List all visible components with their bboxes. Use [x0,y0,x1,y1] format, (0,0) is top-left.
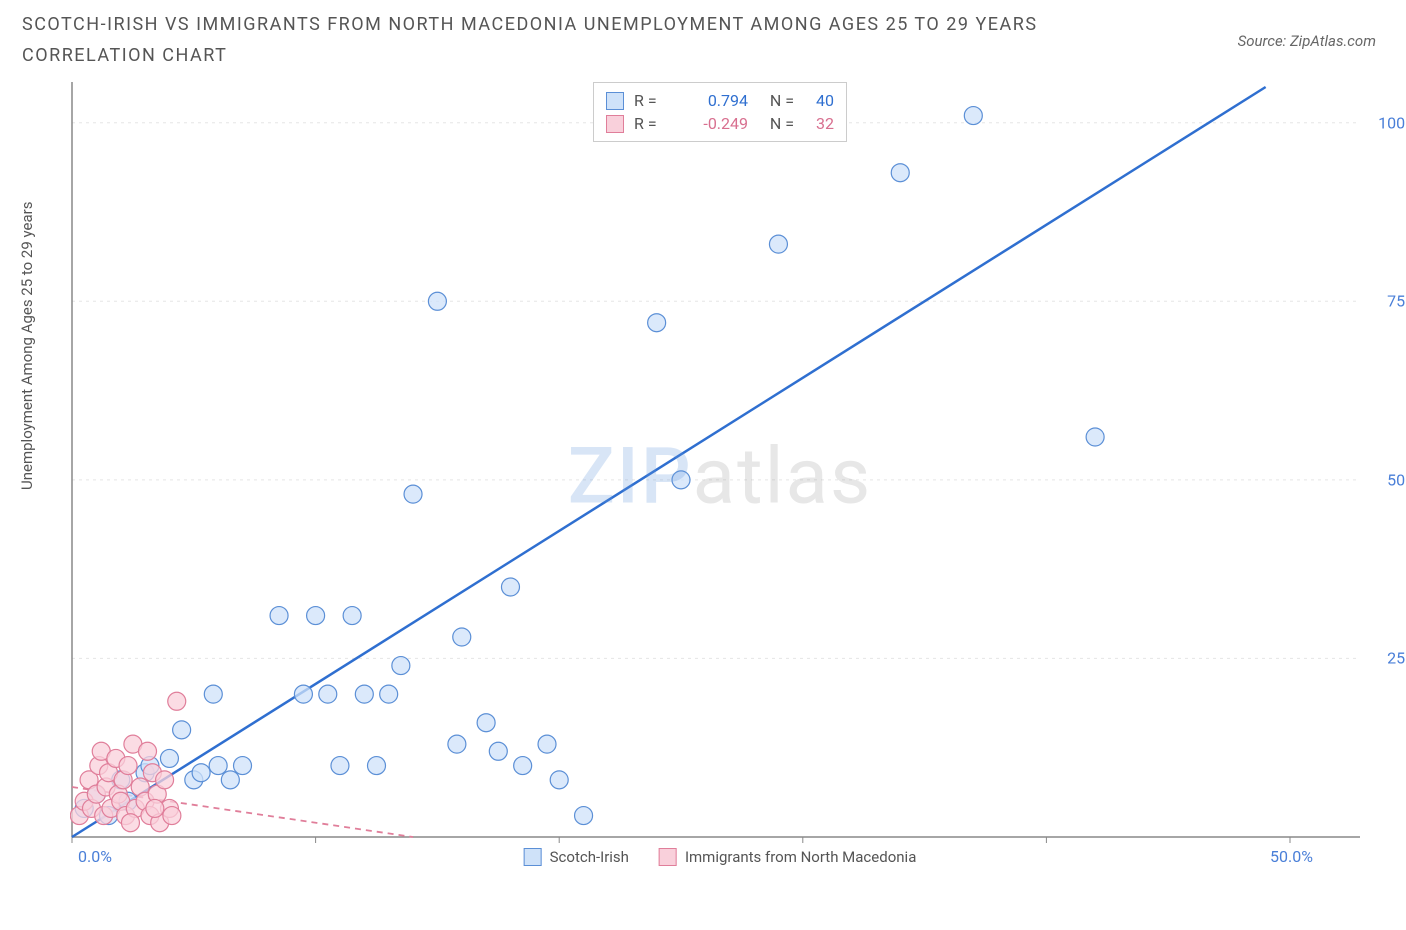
x-tick-label: 0.0% [78,847,112,866]
scatter-plot-svg [70,82,1370,872]
source-credit: Source: ZipAtlas.com [1238,10,1376,50]
y-tick-label: 50.0% [1387,470,1406,489]
chart-title: SCOTCH-IRISH VS IMMIGRANTS FROM NORTH MA… [22,10,1122,71]
chart-area: ZIPatlas R = 0.794 N = 40 R = -0.249 N =… [70,82,1370,872]
legend-row-series1: R = 0.794 N = 40 [606,89,834,112]
header-row: SCOTCH-IRISH VS IMMIGRANTS FROM NORTH MA… [0,0,1406,71]
correlation-legend: R = 0.794 N = 40 R = -0.249 N = 32 [593,82,847,142]
y-tick-label: 100.0% [1378,113,1406,132]
legend-row-series2: R = -0.249 N = 32 [606,112,834,135]
x-tick-label: 50.0% [1270,847,1313,866]
y-axis-label: Unemployment Among Ages 25 to 29 years [18,202,36,490]
legend-swatch-icon [606,92,624,110]
series-legend: Scotch-Irish Immigrants from North Maced… [524,848,917,866]
y-tick-label: 75.0% [1387,292,1406,311]
legend-swatch-icon [606,115,624,133]
legend-item-series1: Scotch-Irish [524,848,629,866]
legend-swatch-icon [524,848,542,866]
legend-swatch-icon [659,848,677,866]
legend-item-series2: Immigrants from North Macedonia [659,848,916,866]
y-tick-label: 25.0% [1387,649,1406,668]
